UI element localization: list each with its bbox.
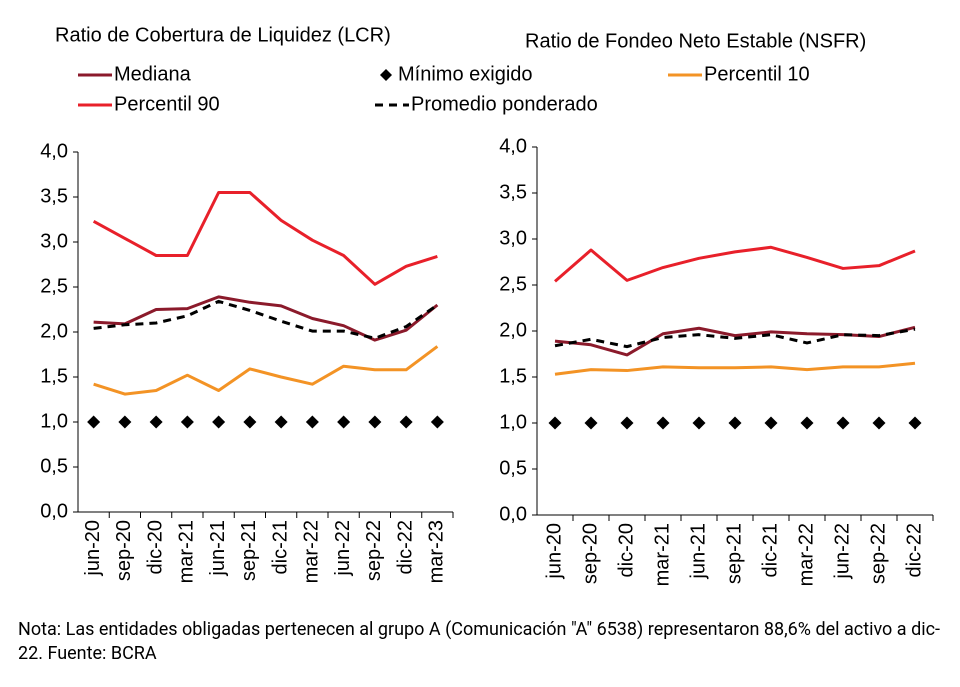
data-point — [87, 415, 101, 429]
data-point — [337, 415, 351, 429]
legend-label: Mediana — [114, 63, 192, 85]
y-tick-label: 4,0 — [499, 135, 527, 157]
data-point — [274, 415, 288, 429]
x-tick-label: mar-23 — [426, 520, 448, 583]
x-tick-label: jun-21 — [687, 523, 709, 580]
y-tick-label: 2,0 — [499, 319, 527, 341]
x-tick-label: jun-20 — [543, 523, 565, 580]
series-line — [92, 191, 438, 286]
x-tick-label: dic-21 — [269, 520, 291, 574]
x-tick-label: jun-22 — [332, 520, 354, 577]
x-tick-label: dic-22 — [903, 523, 925, 577]
y-tick-label: 2,0 — [40, 320, 68, 342]
x-tick-label: dic-20 — [144, 520, 166, 574]
series-line — [554, 245, 916, 283]
legend-marker — [380, 69, 392, 81]
y-tick-label: 3,5 — [499, 181, 527, 203]
x-tick-label: sep-21 — [723, 523, 745, 584]
y-tick-label: 0,0 — [499, 503, 527, 525]
y-tick-label: 0,5 — [499, 457, 527, 479]
data-point — [908, 416, 922, 430]
series-line — [93, 345, 439, 396]
series-line — [93, 295, 439, 342]
chart: Ratio de Cobertura de Liquidez (LCR) Rat… — [40, 24, 934, 586]
series-line — [93, 299, 439, 340]
x-tick-label: mar-21 — [176, 520, 198, 583]
x-tick-label: mar-22 — [795, 523, 817, 586]
data-point — [243, 415, 257, 429]
y-tick-label: 2,5 — [40, 275, 68, 297]
data-point — [118, 415, 132, 429]
legend-label: Percentil 10 — [704, 63, 810, 85]
x-tick-label: mar-22 — [301, 520, 323, 583]
series-line — [554, 325, 916, 357]
data-point — [764, 416, 778, 430]
x-tick-label: dic-21 — [759, 523, 781, 577]
data-point — [656, 416, 670, 430]
y-tick-label: 0,0 — [40, 500, 68, 522]
data-point — [399, 415, 413, 429]
y-tick-label: 0,5 — [40, 455, 68, 477]
data-point — [620, 416, 634, 430]
data-point — [368, 415, 382, 429]
data-point — [692, 416, 706, 430]
data-point — [180, 415, 194, 429]
x-tick-label: sep-20 — [579, 523, 601, 584]
series-line — [554, 361, 916, 376]
y-tick-label: 3,5 — [40, 185, 68, 207]
y-tick-label: 4,0 — [40, 140, 68, 162]
data-point — [305, 415, 319, 429]
data-point — [800, 416, 814, 430]
data-point — [584, 416, 598, 430]
x-tick-label: sep-22 — [363, 520, 385, 581]
x-tick-label: mar-21 — [651, 523, 673, 586]
data-point — [836, 416, 850, 430]
data-point — [212, 415, 226, 429]
y-tick-label: 3,0 — [499, 227, 527, 249]
data-point — [872, 416, 886, 430]
x-tick-label: sep-21 — [238, 520, 260, 581]
x-tick-label: jun-21 — [207, 520, 229, 577]
y-tick-label: 2,5 — [499, 273, 527, 295]
data-point — [548, 416, 562, 430]
legend-label: Promedio ponderado — [411, 93, 598, 115]
y-tick-label: 1,5 — [40, 365, 68, 387]
note: Nota: Las entidades obligadas pertenecen… — [18, 619, 940, 664]
data-point — [728, 416, 742, 430]
y-tick-label: 1,0 — [40, 410, 68, 432]
data-point — [149, 415, 163, 429]
chart-title: Ratio de Fondeo Neto Estable (NSFR) — [525, 30, 866, 52]
y-tick-label: 1,0 — [499, 411, 527, 433]
y-tick-label: 3,0 — [40, 230, 68, 252]
x-tick-label: sep-20 — [113, 520, 135, 581]
chart-title: Ratio de Cobertura de Liquidez (LCR) — [55, 24, 391, 46]
x-tick-label: sep-22 — [867, 523, 889, 584]
legend-label: Percentil 90 — [114, 93, 220, 115]
x-tick-label: dic-22 — [394, 520, 416, 574]
x-tick-label: jun-22 — [831, 523, 853, 580]
x-tick-label: dic-20 — [615, 523, 637, 577]
x-tick-label: jun-20 — [82, 520, 104, 577]
legend-label: Mínimo exigido — [398, 63, 533, 85]
data-point — [430, 415, 444, 429]
y-tick-label: 1,5 — [499, 365, 527, 387]
series-line — [554, 327, 916, 349]
